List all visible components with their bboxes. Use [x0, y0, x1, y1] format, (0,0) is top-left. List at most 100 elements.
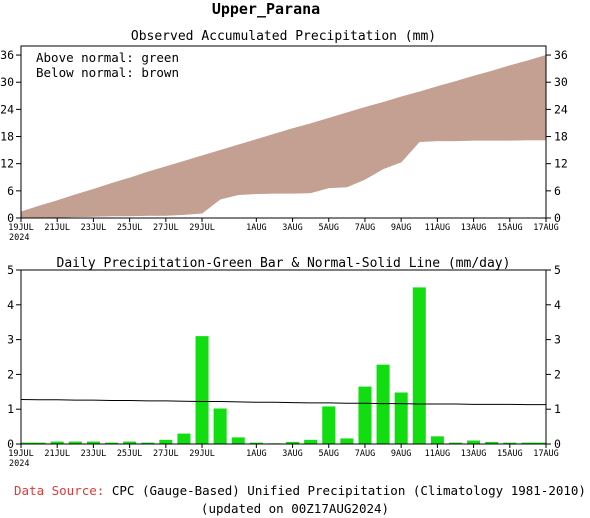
daily-xtick-label: 17AUG	[533, 449, 559, 459]
daily-year-label: 2024	[9, 459, 29, 469]
daily-xtick-label: 19JUL	[8, 449, 34, 459]
below-normal-area	[274, 128, 293, 194]
daily-xtick-label: 13AUG	[461, 449, 487, 459]
acc-xtick-label: 25JUL	[117, 223, 143, 233]
region-title: Upper_Parana	[212, 0, 320, 18]
daily-ytick-label-right: 0	[554, 437, 561, 451]
acc-ytick-label-left: 6	[7, 184, 14, 198]
daily-ytick-label-left: 4	[7, 298, 14, 312]
daily-ytick-label-right: 3	[554, 333, 561, 347]
acc-year-label: 2024	[9, 233, 29, 243]
acc-xtick-label: 19JUL	[8, 223, 34, 233]
daily-precip-bar	[50, 441, 64, 444]
daily-precip-bar	[286, 441, 300, 444]
below-normal-area	[219, 144, 239, 200]
observed-accum-line	[21, 139, 546, 219]
below-normal-area	[165, 161, 185, 216]
daily-precip-bar	[503, 442, 517, 444]
below-normal-area	[20, 205, 40, 218]
acc-ytick-label-right: 30	[554, 75, 568, 89]
daily-xtick-label: 3AUG	[282, 449, 302, 459]
below-normal-area	[473, 70, 492, 141]
acc-xtick-label: 29JUL	[189, 223, 215, 233]
daily-xtick-label: 5AUG	[319, 449, 339, 459]
daily-precip-bar	[231, 437, 245, 444]
acc-ytick-label-left: 12	[0, 157, 14, 171]
below-normal-area	[237, 139, 257, 195]
acc-plot-frame	[20, 45, 547, 219]
daily-precip-bar	[141, 442, 155, 444]
daily-ytick-label-right: 2	[554, 367, 561, 381]
acc-xtick-label: 17AUG	[533, 223, 559, 233]
acc-xtick-label: 11AUG	[425, 223, 451, 233]
footer-source: Data Source: CPC (Gauge-Based) Unified P…	[14, 483, 590, 498]
daily-ytick-label-right: 1	[554, 402, 561, 416]
daily-precip-bar	[340, 438, 354, 444]
daily-precip-bar	[304, 439, 318, 444]
acc-ytick-label-right: 6	[554, 184, 561, 198]
below-normal-area	[328, 112, 348, 188]
daily-ytick-label-right: 5	[554, 263, 561, 277]
footer-source-text: CPC (Gauge-Based) Unified Precipitation …	[111, 483, 586, 498]
acc-ytick-label-right: 0	[554, 211, 561, 225]
acc-ytick-label-right: 24	[554, 102, 568, 116]
below-normal-area	[256, 133, 275, 194]
daily-ytick-label-left: 2	[7, 367, 14, 381]
below-normal-area	[382, 96, 402, 170]
below-normal-area	[509, 60, 529, 141]
below-normal-area	[75, 189, 94, 217]
below-normal-area	[183, 155, 203, 215]
below-normal-area	[364, 102, 384, 180]
daily-xtick-label: 27JUL	[153, 449, 179, 459]
below-normal-area	[491, 65, 511, 141]
below-normal-area	[111, 177, 130, 217]
below-normal-area	[147, 166, 167, 216]
daily-ytick-label-left: 0	[7, 437, 14, 451]
daily-ytick-label-left: 1	[7, 402, 14, 416]
daily-precip-bar	[159, 439, 173, 444]
daily-precip-bar	[394, 392, 408, 444]
daily-precip-bar	[86, 441, 100, 444]
daily-precip-bar	[376, 364, 390, 444]
acc-xtick-label: 23JUL	[81, 223, 107, 233]
daily-precip-bar	[177, 433, 191, 444]
daily-precip-bar	[105, 442, 119, 444]
daily-precip-bar	[32, 442, 46, 444]
daily-plot-frame	[20, 269, 547, 445]
acc-ytick-label-right: 12	[554, 157, 568, 171]
acc-xtick-label: 9AUG	[391, 223, 411, 233]
acc-xtick-label: 1AUG	[246, 223, 266, 233]
acc-xtick-label: 15AUG	[497, 223, 523, 233]
below-normal-area	[129, 171, 149, 217]
normal-accum-line	[20, 55, 547, 213]
acc-ytick-label-left: 30	[0, 75, 14, 89]
acc-xtick-label: 7AUG	[355, 223, 375, 233]
daily-precip-bar	[412, 287, 426, 444]
below-normal-area	[292, 123, 311, 194]
daily-precip-bar	[123, 441, 137, 444]
daily-xtick-label: 25JUL	[117, 449, 143, 459]
daily-precip-bar	[249, 442, 263, 444]
acc-xtick-label: 3AUG	[282, 223, 302, 233]
below-normal-area	[527, 55, 547, 140]
below-normal-area	[418, 86, 438, 142]
acc-xtick-label: 21JUL	[44, 223, 70, 233]
daily-precip-bar	[485, 441, 499, 444]
daily-precip-chart: Daily Precipitation-Green Bar & Normal-S…	[7, 256, 561, 469]
acc-ytick-label-left: 24	[0, 102, 14, 116]
legend-entry: Above normal: green	[36, 50, 179, 65]
acc-ytick-label-left: 0	[7, 211, 14, 225]
footer-source-label: Data Source:	[14, 483, 105, 498]
accumulated-precip-chart: Observed Accumulated Precipitation (mm) 0…	[0, 29, 568, 243]
daily-normal-line	[20, 398, 546, 406]
daily-xtick-label: 1AUG	[246, 449, 266, 459]
daily-precip-bar	[195, 336, 209, 444]
legend-entry: Below normal: brown	[36, 65, 179, 80]
acc-ytick-label-left: 36	[0, 48, 14, 62]
daily-xtick-label: 15AUG	[497, 449, 523, 459]
daily-xtick-label: 29JUL	[189, 449, 215, 459]
daily-precip-bar	[521, 442, 535, 444]
below-normal-area	[346, 107, 366, 188]
daily-precip-bar	[448, 442, 462, 444]
